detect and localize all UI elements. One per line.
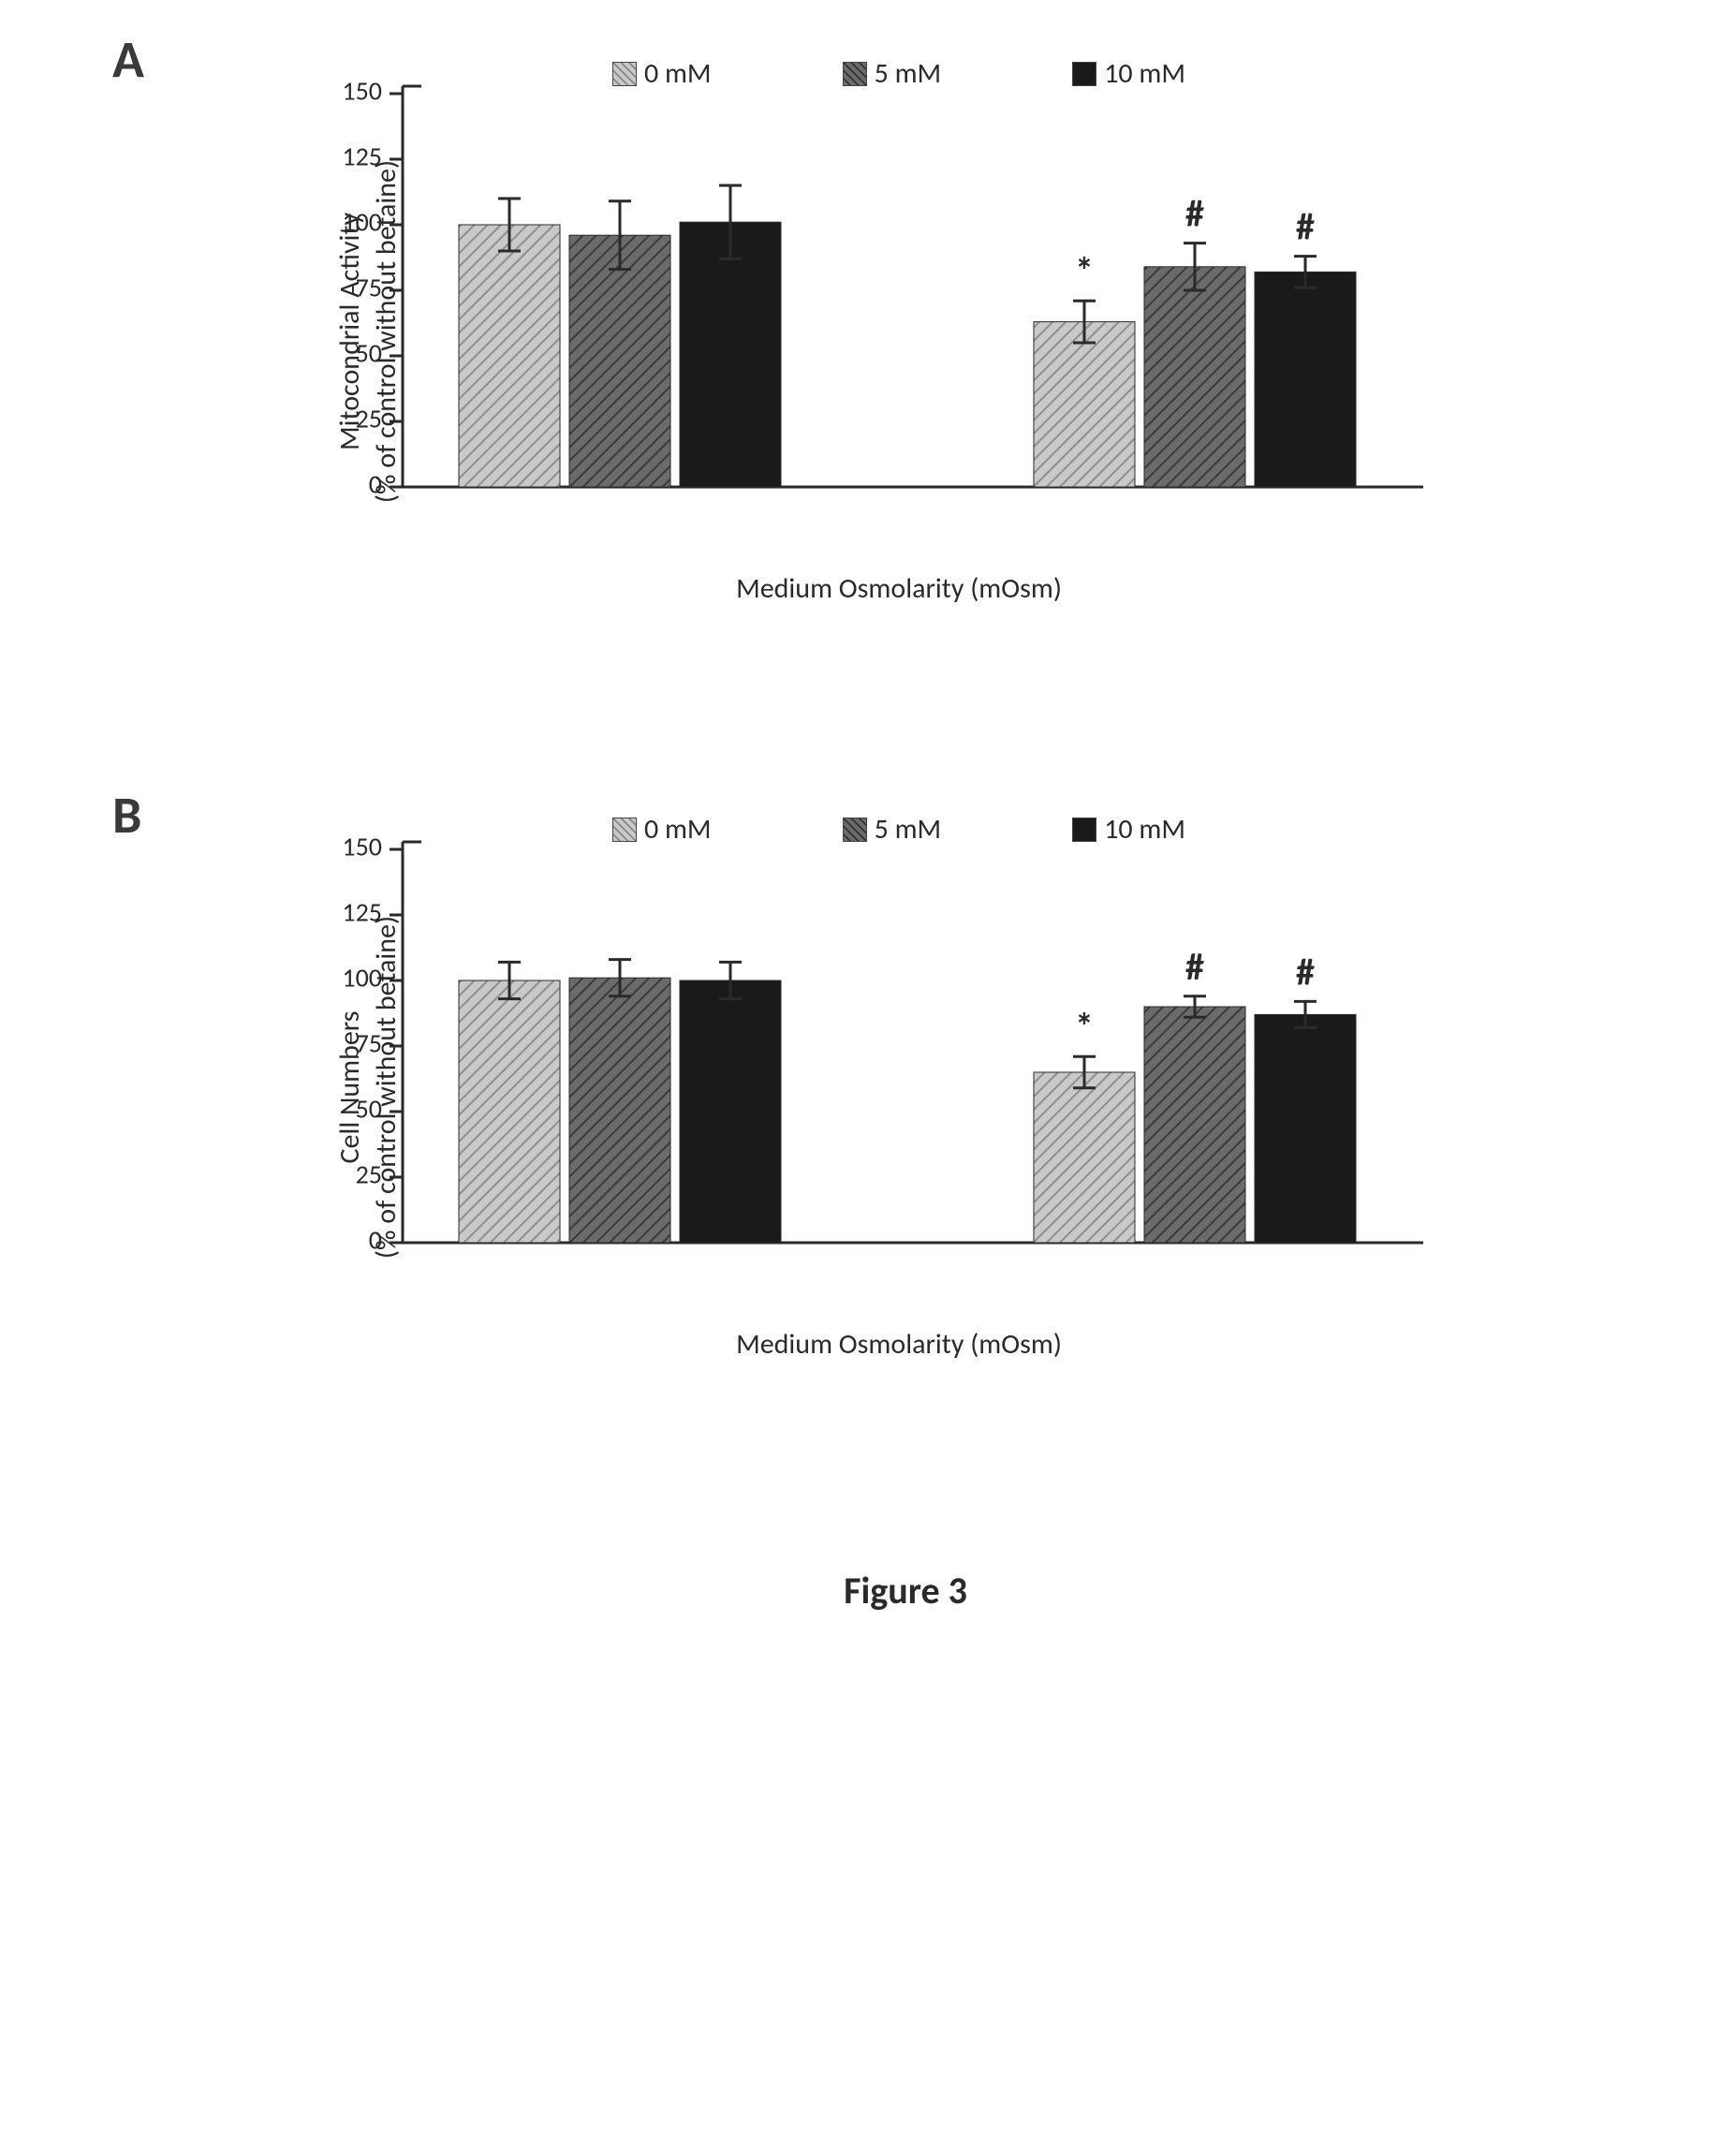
legend-item: 5 mM	[843, 56, 942, 91]
legend-item: 5 mM	[843, 812, 942, 847]
x-tick-label: 500	[1173, 1256, 1216, 1261]
bar	[459, 980, 560, 1243]
bar	[680, 222, 781, 487]
bar-annotation: #	[1185, 944, 1204, 990]
panel-letter: B	[112, 784, 141, 847]
legend-label: 10 mM	[1104, 812, 1185, 847]
chart-svg: 0255075100125150300*##500	[337, 56, 1461, 506]
svg-text:25: 25	[356, 403, 382, 435]
x-axis-label: Medium Osmolarity (mOsm)	[337, 1327, 1461, 1362]
svg-text:75: 75	[356, 272, 382, 304]
x-tick-label: 500	[1173, 500, 1216, 506]
bar	[680, 980, 781, 1243]
legend-item: 10 mM	[1072, 812, 1185, 847]
legend-swatch	[612, 62, 637, 86]
legend-label: 0 mM	[644, 56, 712, 91]
legend-item: 10 mM	[1072, 56, 1185, 91]
x-axis-label: Medium Osmolarity (mOsm)	[337, 571, 1461, 606]
chart-wrap: 0 mM5 mM10 mMMitocondrial Activity(% of …	[337, 56, 1461, 606]
bar	[569, 978, 670, 1243]
bar-annotation: #	[1296, 204, 1315, 250]
legend-label: 0 mM	[644, 812, 712, 847]
chart-wrap: 0 mM5 mM10 mMCell Numbers(% of control w…	[337, 812, 1461, 1362]
legend-swatch	[843, 818, 867, 842]
legend-swatch	[612, 818, 637, 842]
bar	[1255, 272, 1356, 487]
legend-swatch	[1072, 62, 1096, 86]
bar-annotation: #	[1185, 191, 1204, 237]
svg-text:100: 100	[342, 962, 382, 995]
legend: 0 mM 5 mM 10 mM	[337, 812, 1461, 847]
chart-panel: A0 mM5 mM10 mMMitocondrial Activity(% of…	[187, 56, 1624, 606]
legend-item: 0 mM	[612, 56, 712, 91]
bar-annotation: *	[1075, 248, 1094, 294]
legend-label: 10 mM	[1104, 56, 1185, 91]
x-tick-label: 300	[598, 1256, 641, 1261]
bar	[1144, 267, 1245, 487]
panel-letter: A	[112, 28, 144, 92]
bar	[1144, 1007, 1245, 1243]
panels-container: A0 mM5 mM10 mMMitocondrial Activity(% of…	[187, 56, 1624, 1362]
chart-svg: 0255075100125150300*##500	[337, 812, 1461, 1261]
svg-text:125: 125	[342, 140, 382, 173]
bar	[569, 235, 670, 487]
svg-text:0: 0	[369, 1224, 382, 1257]
legend-swatch	[843, 62, 867, 86]
svg-text:50: 50	[356, 337, 382, 370]
svg-text:50: 50	[356, 1093, 382, 1126]
legend-swatch	[1072, 818, 1096, 842]
svg-text:0: 0	[369, 468, 382, 501]
bar	[1034, 322, 1135, 487]
figure-page: A0 mM5 mM10 mMMitocondrial Activity(% of…	[0, 0, 1736, 1707]
legend-label: 5 mM	[875, 812, 942, 847]
legend-label: 5 mM	[875, 56, 942, 91]
bar-annotation: #	[1296, 949, 1315, 995]
svg-text:100: 100	[342, 206, 382, 239]
legend-item: 0 mM	[612, 812, 712, 847]
bar-annotation: *	[1075, 1004, 1094, 1050]
bar	[459, 225, 560, 487]
x-tick-label: 300	[598, 500, 641, 506]
bar	[1255, 1014, 1356, 1243]
svg-text:125: 125	[342, 896, 382, 929]
plot-area: 0255075100125150300*##500	[337, 56, 1461, 506]
figure-caption: Figure 3	[187, 1568, 1624, 1614]
chart-panel: B0 mM5 mM10 mMCell Numbers(% of control …	[187, 812, 1624, 1362]
legend: 0 mM 5 mM 10 mM	[337, 56, 1461, 91]
bar	[1034, 1072, 1135, 1243]
svg-text:75: 75	[356, 1027, 382, 1060]
svg-text:25: 25	[356, 1158, 382, 1191]
plot-area: 0255075100125150300*##500	[337, 812, 1461, 1261]
